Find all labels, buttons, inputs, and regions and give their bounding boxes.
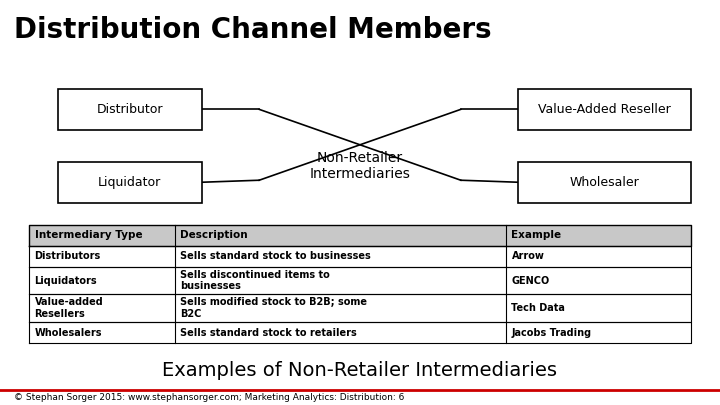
Bar: [58, 162, 202, 202]
Text: GENCO: GENCO: [511, 276, 550, 286]
Bar: [29, 267, 691, 294]
Text: Wholesalers: Wholesalers: [35, 328, 102, 337]
Bar: [58, 89, 202, 130]
Text: Jacobs Trading: Jacobs Trading: [511, 328, 592, 337]
Bar: [29, 322, 691, 343]
Text: Sells discontinued items to
businesses: Sells discontinued items to businesses: [180, 270, 330, 292]
Bar: [518, 162, 691, 202]
Text: Wholesaler: Wholesaler: [570, 176, 639, 189]
Text: Examples of Non-Retailer Intermediaries: Examples of Non-Retailer Intermediaries: [163, 361, 557, 380]
Text: Distribution Channel Members: Distribution Channel Members: [14, 16, 492, 44]
Text: Description: Description: [180, 230, 248, 240]
Text: Tech Data: Tech Data: [511, 303, 565, 313]
Text: Sells modified stock to B2B; some
B2C: Sells modified stock to B2B; some B2C: [180, 297, 367, 319]
Bar: [518, 89, 691, 130]
Bar: [29, 246, 691, 267]
Text: Sells standard stock to businesses: Sells standard stock to businesses: [180, 252, 371, 261]
Text: Sells standard stock to retailers: Sells standard stock to retailers: [180, 328, 357, 337]
Text: Arrow: Arrow: [511, 252, 544, 261]
Text: Liquidator: Liquidator: [98, 176, 161, 189]
Text: Example: Example: [511, 230, 562, 240]
Text: Value-added
Resellers: Value-added Resellers: [35, 297, 103, 319]
Text: Liquidators: Liquidators: [35, 276, 97, 286]
Text: Distributor: Distributor: [96, 103, 163, 116]
Text: Value-Added Reseller: Value-Added Reseller: [539, 103, 671, 116]
Bar: [29, 294, 691, 322]
Text: Non-Retailer
Intermediaries: Non-Retailer Intermediaries: [310, 151, 410, 181]
Text: © Stephan Sorger 2015: www.stephansorger.com; Marketing Analytics: Distribution:: © Stephan Sorger 2015: www.stephansorger…: [14, 393, 405, 402]
Text: Intermediary Type: Intermediary Type: [35, 230, 142, 240]
Bar: [29, 225, 691, 246]
Text: Distributors: Distributors: [35, 252, 101, 261]
